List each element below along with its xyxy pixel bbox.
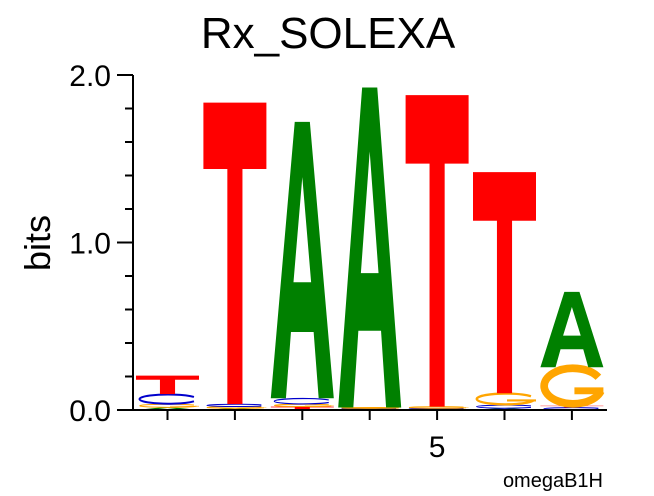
x-axis: 5 — [133, 409, 607, 464]
y-tick-label: 2.0 — [69, 60, 111, 93]
letter-C-pos1 — [140, 394, 194, 403]
letter-A-pos7 — [540, 291, 604, 368]
y-axis: 0.0 1.0 2.0 — [69, 60, 134, 428]
y-tick-label: 1.0 — [69, 228, 111, 261]
x-tick-label: 5 — [429, 431, 446, 464]
letter-C-pos3 — [274, 399, 328, 404]
y-axis-label: bits — [17, 215, 58, 271]
letter-G-pos5 — [409, 407, 469, 409]
letter-G-pos7 — [544, 368, 604, 403]
footer-label: omegaB1H — [503, 470, 603, 492]
letter-C-pos2 — [207, 404, 261, 406]
letter-T-pos5 — [405, 95, 469, 407]
letter-A-pos3 — [270, 121, 334, 399]
y-tick-label: 0.0 — [69, 395, 111, 428]
letter-A-pos4 — [338, 87, 402, 408]
letter-G-pos4 — [342, 408, 402, 409]
letter-G-pos6 — [477, 394, 536, 405]
chart-title: Rx_SOLEXA — [201, 9, 456, 58]
logo-letters — [136, 87, 604, 410]
letter-T-pos6 — [473, 172, 536, 394]
letter-T-pos2 — [203, 102, 267, 405]
letter-T-pos1 — [136, 375, 199, 395]
letter-C-pos6 — [477, 405, 531, 408]
letter-T-pos3 — [270, 406, 334, 410]
